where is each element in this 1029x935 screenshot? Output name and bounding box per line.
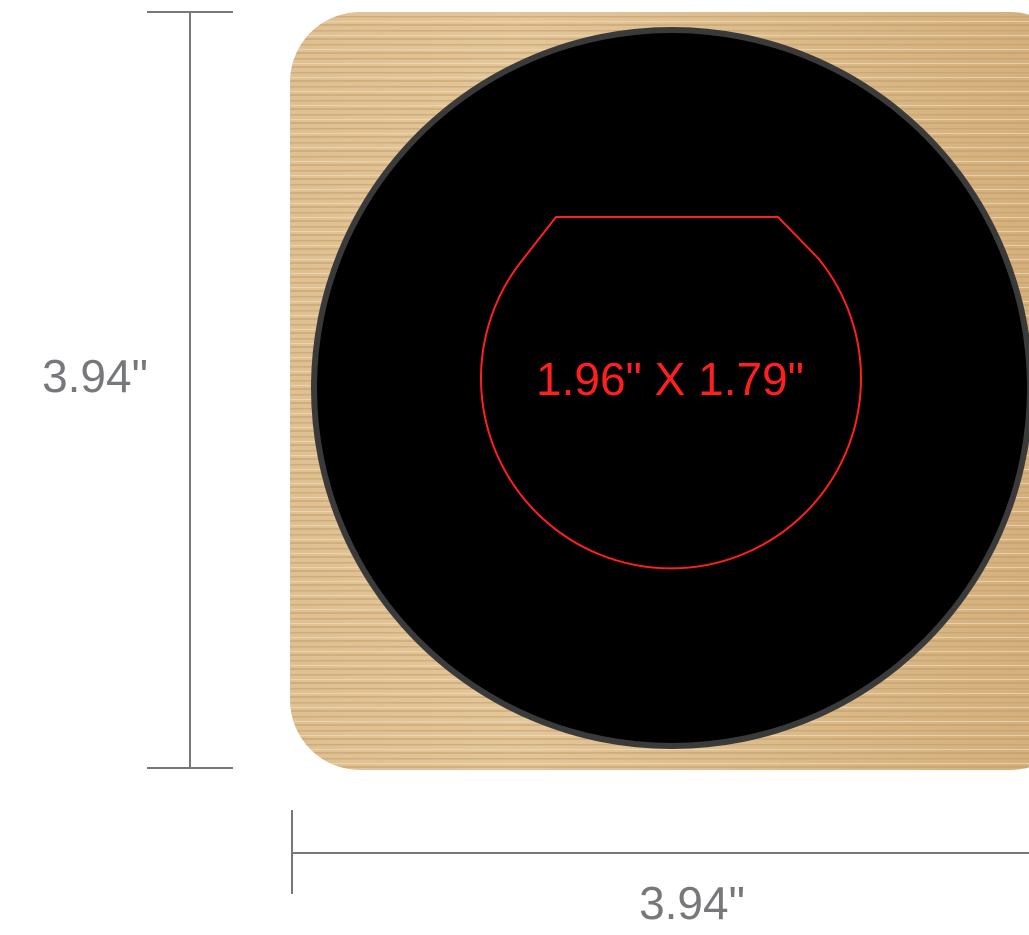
width-label: 3.94" (639, 877, 745, 929)
height-dimension (147, 12, 233, 768)
height-label: 3.94" (42, 350, 148, 402)
diagram: 1.96" X 1.79" 3.94" 3.94" (0, 0, 1029, 935)
imprint-label: 1.96" X 1.79" (536, 353, 804, 405)
page: 1.96" X 1.79" 3.94" 3.94" (() => { const… (0, 0, 1029, 935)
product: 1.96" X 1.79" (290, 12, 1029, 770)
